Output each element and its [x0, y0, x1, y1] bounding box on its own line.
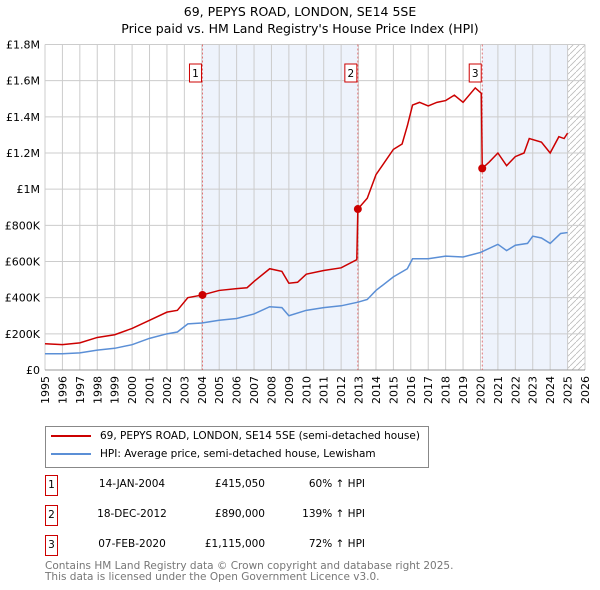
sale-hpi-change: 139% ↑ HPI [302, 508, 365, 520]
chart-area: 1995 1996 1997 1998 1999 2000 2001 2002 2003 2004… [5, 39, 592, 405]
x-tick-label: 2025 [562, 376, 575, 404]
legend-swatch [51, 435, 91, 437]
legend: 69, PEPYS ROAD, LONDON, SE14 5SE (semi-d… [45, 426, 429, 468]
shaded-period [482, 44, 568, 370]
sale-row: 2 18-DEC-2012 £890,000 139% ↑ HPI [45, 505, 445, 526]
x-tick-label: 2005 [213, 376, 226, 404]
sale-label: 1 [192, 68, 199, 80]
y-tick-label: £400K [5, 292, 41, 305]
x-tick-label: 1999 [109, 376, 122, 404]
sale-price: £890,000 [214, 508, 265, 520]
x-tick-label: 2013 [353, 376, 366, 404]
x-tick-label: 2009 [283, 376, 296, 404]
x-tick-label: 2001 [144, 376, 157, 404]
x-tick-label: 2017 [422, 376, 435, 404]
x-tick-label: 2012 [335, 376, 348, 404]
sale-label-box [188, 63, 202, 83]
y-tick-label: £1.4M [6, 111, 40, 124]
sale-badge: 1 [45, 475, 58, 496]
legend-label: 69, PEPYS ROAD, LONDON, SE14 5SE (semi-d… [100, 430, 420, 442]
x-tick-label: 2018 [440, 376, 453, 404]
sale-label-box [468, 63, 482, 83]
y-tick-label: £0 [26, 364, 40, 377]
x-tick-label: 1995 [39, 376, 52, 404]
legend-item-property: 69, PEPYS ROAD, LONDON, SE14 5SE (semi-d… [51, 430, 420, 442]
x-tick-label: 2006 [231, 376, 244, 404]
shaded-period [202, 44, 358, 370]
y-tick-label: £1.6M [6, 75, 40, 88]
sale-price: £415,050 [214, 478, 265, 490]
sale-badge: 2 [45, 505, 58, 526]
footer-line: Contains HM Land Registry data © Crown c… [45, 560, 454, 572]
sale-point [478, 164, 487, 173]
footer: Contains HM Land Registry data © Crown c… [45, 561, 453, 583]
y-tick-label: £800K [5, 219, 41, 232]
x-tick-label: 1996 [56, 376, 69, 404]
y-tick-label: £1M [17, 183, 41, 196]
sale-hpi-change: 72% ↑ HPI [308, 538, 365, 550]
x-tick-label: 2016 [405, 376, 418, 404]
x-tick-label: 2015 [387, 376, 400, 404]
sale-price: £1,115,000 [204, 538, 265, 550]
sale-date: 18-DEC-2012 [97, 508, 167, 520]
chart-title: 69, PEPYS ROAD, LONDON, SE14 5SE [183, 4, 417, 19]
legend-item-hpi: HPI: Average price, semi-detached house,… [51, 448, 376, 460]
x-tick-label: 2000 [126, 376, 139, 404]
forecast-hatch [567, 44, 585, 370]
x-tick-label: 2021 [492, 376, 505, 404]
sale-label-box [344, 63, 358, 83]
sale-badge: 3 [45, 535, 58, 556]
x-tick-label: 1998 [91, 376, 104, 404]
y-tick-label: £1.8M [6, 39, 40, 52]
sale-point [198, 290, 207, 299]
x-tick-label: 2010 [300, 376, 313, 404]
property-price-line [44, 86, 569, 346]
sale-row: 1 14-JAN-2004 £415,050 60% ↑ HPI [45, 475, 445, 496]
sale-date: 07-FEB-2020 [98, 538, 166, 550]
x-tick-label: 2008 [265, 376, 278, 404]
x-tick-label: 2014 [370, 376, 383, 404]
x-tick-label: 2026 [579, 376, 592, 404]
x-tick-label: 2022 [509, 376, 522, 404]
footer-line: This data is licensed under the Open Gov… [45, 571, 380, 583]
y-tick-label: £1.2M [6, 147, 40, 160]
sale-label: 2 [348, 68, 355, 80]
sale-label: 3 [472, 68, 479, 80]
x-tick-label: 2007 [248, 376, 261, 404]
x-tick-label: 2024 [544, 376, 557, 404]
x-tick-label: 2019 [457, 376, 470, 404]
x-tick-label: 1997 [74, 376, 87, 404]
x-tick-label: 2002 [161, 376, 174, 404]
sale-date: 14-JAN-2004 [98, 478, 166, 490]
sale-hpi-change: 60% ↑ HPI [308, 478, 365, 490]
chart-subtitle: Price paid vs. HM Land Registry's House … [121, 21, 479, 36]
sale-row: 3 07-FEB-2020 £1,115,000 72% ↑ HPI [45, 535, 445, 556]
x-tick-label: 2003 [178, 376, 191, 404]
sale-point [353, 205, 362, 214]
x-tick-label: 2011 [318, 376, 331, 404]
hpi-line [45, 231, 568, 355]
x-tick-label: 2020 [474, 376, 487, 404]
x-tick-label: 2004 [196, 376, 209, 404]
legend-swatch [51, 453, 91, 455]
legend-label: HPI: Average price, semi-detached house,… [100, 448, 376, 460]
x-tick-label: 2023 [527, 376, 540, 404]
y-tick-label: £200K [5, 328, 41, 341]
y-tick-label: £600K [5, 256, 41, 269]
